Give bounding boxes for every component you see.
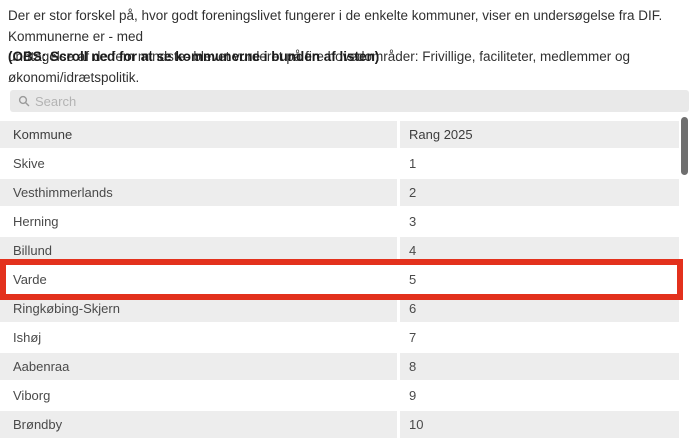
intro-line-2: undtagelse af de fem mindste- blevet vur… xyxy=(8,49,634,85)
table-row: Skive 1 xyxy=(0,149,679,178)
search-input[interactable] xyxy=(35,91,683,111)
cell-rang: 10 xyxy=(400,410,679,439)
cell-rang: 7 xyxy=(409,330,417,345)
search-bar[interactable] xyxy=(10,90,689,112)
table-row: Varde 5 xyxy=(0,265,679,294)
table-row: Billund 4 xyxy=(0,236,679,265)
column-divider xyxy=(397,381,400,410)
column-divider xyxy=(397,294,400,323)
cell-rang: 9 xyxy=(409,388,417,403)
column-divider xyxy=(397,323,400,352)
cell-rang: 8 xyxy=(400,352,679,381)
cell-rang: 3 xyxy=(409,214,417,229)
column-divider xyxy=(397,236,400,265)
cell-kommune: Ishøj xyxy=(13,330,42,345)
table-row: Brøndby 10 xyxy=(0,410,679,439)
column-divider xyxy=(397,352,400,381)
table-row: Vesthimmerlands 2 xyxy=(0,178,679,207)
table-row: Ishøj 7 xyxy=(0,323,679,352)
column-divider xyxy=(397,265,400,294)
intro-paragraph: Der er stor forskel på, hvor godt foreni… xyxy=(8,6,700,88)
table-row: Herning 3 xyxy=(0,207,679,236)
column-header-kommune: Kommune xyxy=(0,120,397,149)
search-icon xyxy=(18,95,30,107)
scroll-note: (OBS: Scroll ned for at se kommunerne i … xyxy=(8,49,380,64)
column-divider xyxy=(397,149,400,178)
table-body: Skive 1 Vesthimmerlands 2 Herning 3 Billund 4 Va… xyxy=(0,149,679,439)
cell-kommune: Viborg xyxy=(13,388,51,403)
table-row: Viborg 9 xyxy=(0,381,679,410)
cell-rang: 4 xyxy=(400,236,679,265)
column-divider xyxy=(397,178,400,207)
cell-rang: 5 xyxy=(409,272,417,287)
cell-rang: 1 xyxy=(409,156,417,171)
table-row: Ringkøbing-Skjern 6 xyxy=(0,294,679,323)
column-divider xyxy=(397,120,400,149)
table-header-row: Kommune Rang 2025 xyxy=(0,120,679,149)
cell-kommune: Aabenraa xyxy=(0,352,397,381)
cell-rang: 2 xyxy=(400,178,679,207)
intro-line-1: Der er stor forskel på, hvor godt foreni… xyxy=(8,8,670,44)
scrollbar-thumb[interactable] xyxy=(681,117,688,175)
kommune-ranking-table: Kommune Rang 2025 Skive 1 Vesthimmerlands 2… xyxy=(0,120,679,439)
column-divider xyxy=(397,410,400,439)
cell-kommune: Billund xyxy=(0,236,397,265)
cell-kommune: Skive xyxy=(13,156,45,171)
cell-kommune: Ringkøbing-Skjern xyxy=(0,294,397,323)
cell-kommune: Brøndby xyxy=(0,410,397,439)
cell-kommune: Vesthimmerlands xyxy=(0,178,397,207)
column-divider xyxy=(397,207,400,236)
column-header-rang: Rang 2025 xyxy=(400,120,679,149)
table-row: Aabenraa 8 xyxy=(0,352,679,381)
cell-rang: 6 xyxy=(400,294,679,323)
cell-kommune: Varde xyxy=(13,272,47,287)
cell-kommune: Herning xyxy=(13,214,59,229)
